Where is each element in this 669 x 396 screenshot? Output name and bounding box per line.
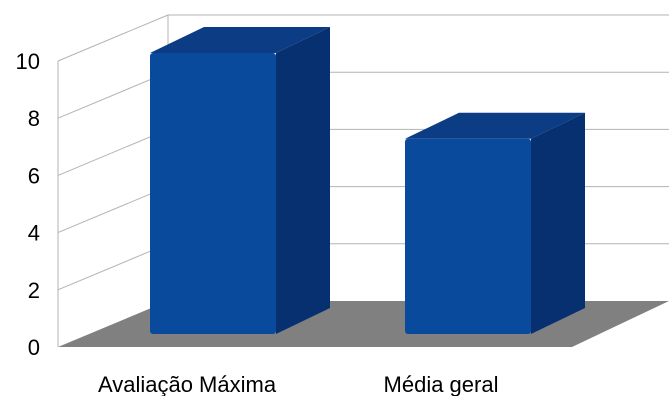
bar-front-face xyxy=(150,53,276,334)
y-tick-label: 4 xyxy=(28,221,40,246)
bar-top-face xyxy=(150,27,330,53)
y-tick-label: 6 xyxy=(28,163,40,188)
y-tick-label: 8 xyxy=(28,106,40,131)
bar-side-face xyxy=(276,27,330,334)
side-gridline xyxy=(57,14,169,62)
side-gridline xyxy=(57,128,169,176)
bar-side-face xyxy=(531,112,585,334)
y-tick-label: 2 xyxy=(28,278,40,303)
category-label-media-geral: Média geral xyxy=(384,372,499,396)
x-axis-category-labels: Avaliação Máxima Média geral xyxy=(98,372,499,396)
side-gridline xyxy=(57,186,169,234)
y-tick-label: 0 xyxy=(28,335,40,360)
side-gridline xyxy=(57,71,169,119)
bar-top-face xyxy=(405,112,585,139)
chart-bars xyxy=(150,27,585,334)
bar-front-face xyxy=(405,138,531,334)
bar-avaliacao-maxima xyxy=(150,27,330,334)
y-axis-tick-labels: 0 2 4 6 8 10 xyxy=(16,49,40,360)
category-label-avaliacao-maxima: Avaliação Máxima xyxy=(98,372,277,396)
bar-media-geral xyxy=(405,112,585,334)
y-tick-label: 10 xyxy=(16,49,40,74)
side-gridline xyxy=(57,243,169,291)
